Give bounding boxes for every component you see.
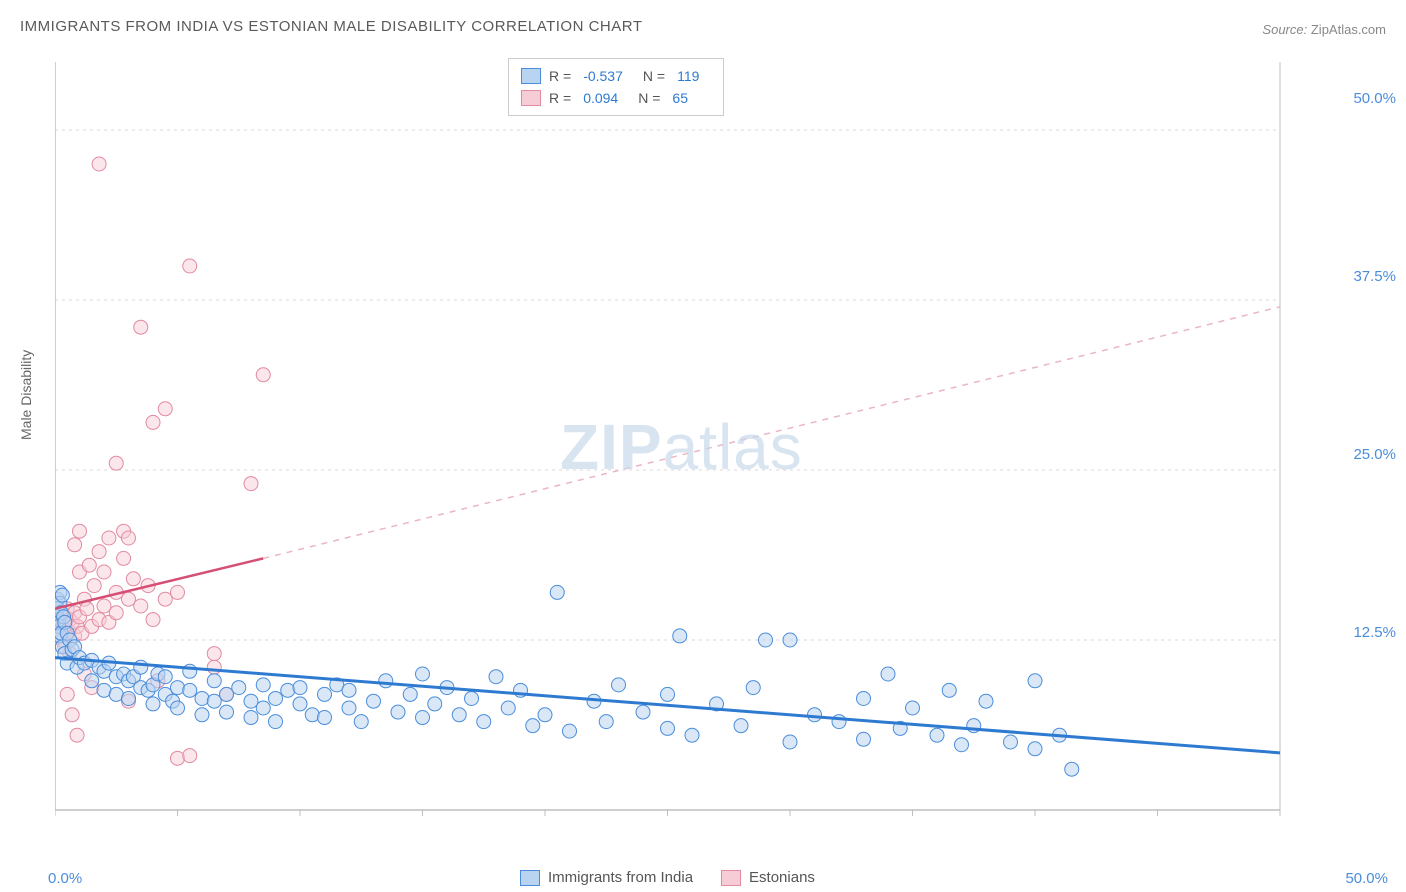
legend-item: Estonians	[721, 869, 815, 886]
legend-swatch	[521, 68, 541, 84]
x-tick-label: 50.0%	[1345, 870, 1388, 887]
n-label: N =	[643, 68, 665, 84]
legend-row: R = 0.094 N = 65	[521, 87, 711, 109]
y-axis-label: Male Disability	[18, 350, 34, 440]
y-tick-label: 50.0%	[1353, 90, 1396, 107]
source: Source: ZipAtlas.com	[1262, 22, 1386, 37]
legend-item: Immigrants from India	[520, 869, 693, 886]
x-tick-label: 0.0%	[48, 870, 82, 887]
source-value: ZipAtlas.com	[1311, 22, 1386, 37]
n-value: 65	[672, 90, 688, 106]
r-label: R =	[549, 68, 571, 84]
chart-title: IMMIGRANTS FROM INDIA VS ESTONIAN MALE D…	[20, 18, 642, 35]
legend-swatch	[721, 870, 741, 886]
y-tick-label: 25.0%	[1353, 446, 1396, 463]
n-label: N =	[638, 90, 660, 106]
correlation-legend: R = -0.537 N = 119 R = 0.094 N = 65	[508, 58, 724, 116]
legend-row: R = -0.537 N = 119	[521, 65, 711, 87]
legend-label: Estonians	[749, 869, 815, 886]
r-value: 0.094	[583, 90, 618, 106]
y-tick-label: 37.5%	[1353, 268, 1396, 285]
n-value: 119	[677, 68, 699, 84]
legend-label: Immigrants from India	[548, 869, 693, 886]
legend-swatch	[521, 90, 541, 106]
legend-swatch	[520, 870, 540, 886]
r-label: R =	[549, 90, 571, 106]
scatter-plot	[55, 50, 1335, 830]
y-tick-label: 12.5%	[1353, 624, 1396, 641]
source-label: Source:	[1262, 22, 1307, 37]
r-value: -0.537	[583, 68, 623, 84]
chart-area	[55, 50, 1335, 830]
series-legend: Immigrants from India Estonians	[520, 869, 815, 886]
